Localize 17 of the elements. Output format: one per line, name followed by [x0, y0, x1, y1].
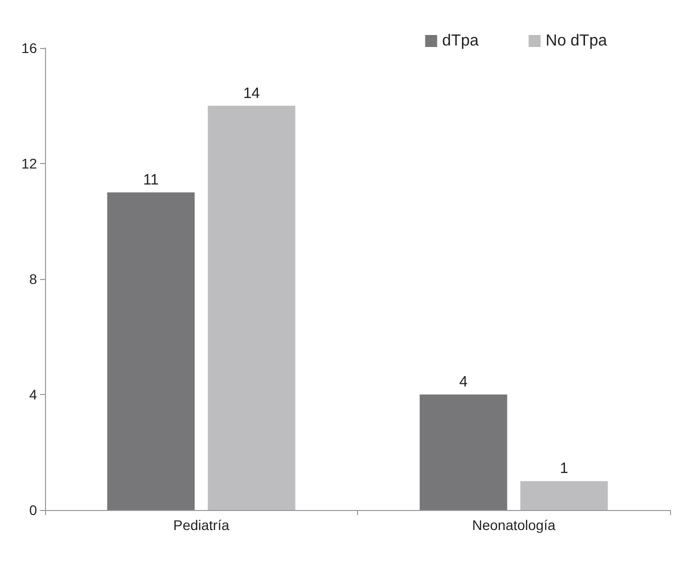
- data-label: 11: [143, 171, 159, 188]
- legend-label: dTpa: [442, 32, 479, 50]
- y-tick-label: 0: [29, 502, 38, 518]
- bar: [208, 106, 296, 510]
- legend-label: No dTpa: [546, 32, 608, 50]
- y-tick-label: 16: [21, 40, 38, 56]
- data-label: 1: [560, 460, 568, 478]
- data-label: 4: [459, 374, 468, 390]
- y-tick-label: 4: [29, 386, 38, 402]
- bar: [420, 394, 508, 510]
- x-tick-label: Pediatría: [173, 517, 230, 533]
- bar: [520, 481, 608, 510]
- data-label: 14: [243, 84, 260, 102]
- y-tick-label: 8: [29, 271, 38, 287]
- bar: [107, 192, 195, 510]
- y-tick-label: 12: [21, 156, 38, 172]
- x-tick-label: Neonatología: [472, 517, 556, 533]
